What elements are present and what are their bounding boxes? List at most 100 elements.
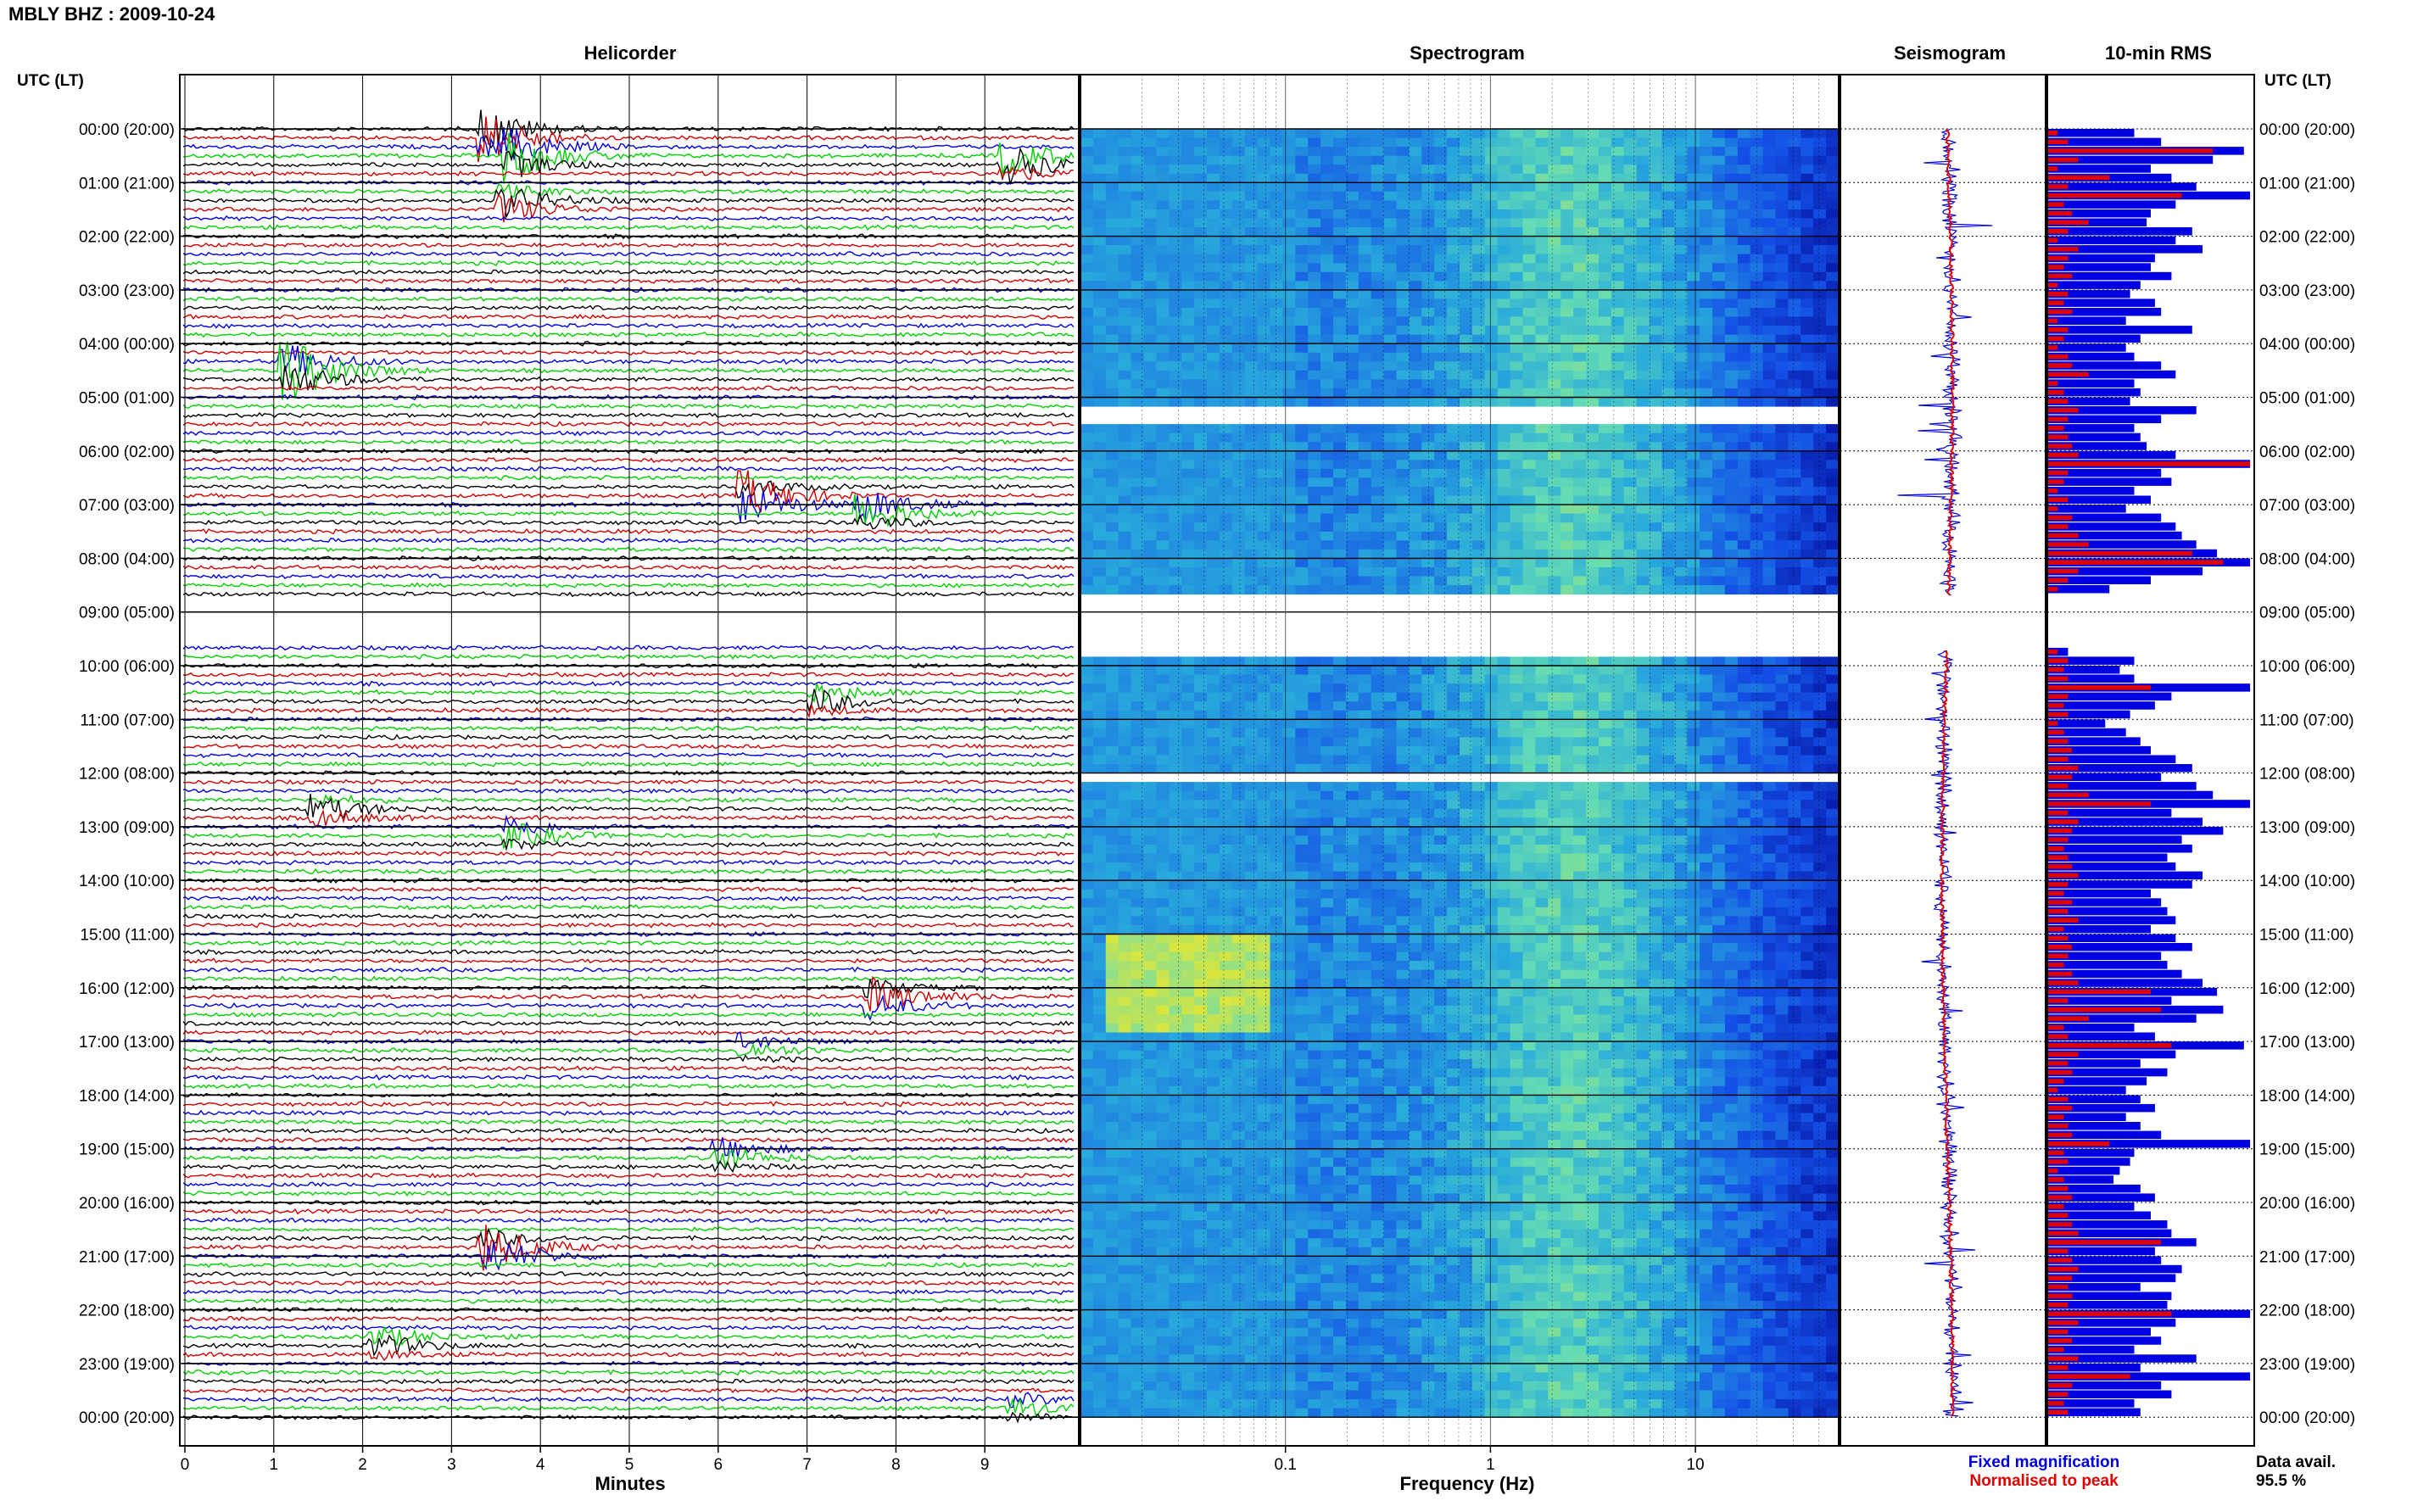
spectrogram-cell: [1282, 200, 1296, 210]
spectrogram-cell: [1687, 585, 1700, 595]
spectrogram-cell: [1611, 898, 1625, 908]
spectrogram-cell: [1813, 951, 1827, 962]
spectrogram-cell: [1611, 308, 1625, 318]
spectrogram-cell: [1471, 674, 1486, 684]
spectrogram-cell: [1674, 826, 1688, 836]
spectrogram-cell: [1181, 549, 1195, 559]
spectrogram-cell: [1295, 683, 1309, 694]
spectrogram-cell: [1712, 790, 1726, 801]
spectrogram-cell: [1535, 495, 1549, 505]
spectrogram-cell: [1345, 800, 1360, 810]
spectrogram-cell: [1308, 155, 1321, 165]
spectrogram-cell: [1586, 853, 1600, 863]
spectrogram-cell: [1219, 701, 1233, 711]
spectrogram-cell: [1801, 835, 1814, 845]
spectrogram-cell: [1409, 898, 1422, 908]
spectrogram-cell: [1207, 889, 1220, 899]
spectrogram-cell: [1244, 540, 1259, 550]
spectrogram-cell: [1345, 227, 1360, 237]
spectrogram-cell: [1447, 173, 1460, 183]
spectrogram-cell: [1308, 862, 1321, 873]
spectrogram-cell: [1219, 710, 1233, 720]
spectrogram-cell: [1700, 379, 1713, 389]
spectrogram-cell: [1131, 549, 1145, 559]
spectrogram-cell: [1522, 728, 1536, 738]
spectrogram-cell: [1181, 566, 1195, 577]
spectrogram-cell: [1826, 468, 1840, 478]
spectrogram-cell: [1447, 298, 1460, 309]
spectrogram-cell: [1598, 674, 1612, 684]
spectrogram-cell: [1371, 505, 1385, 515]
spectrogram-cell: [1308, 656, 1321, 667]
spectrogram-cell: [1308, 907, 1321, 917]
spectrogram-cell: [1826, 737, 1840, 747]
spectrogram-cell: [1181, 782, 1195, 792]
spectrogram-cell: [1080, 880, 1094, 890]
spectrogram-cell: [1561, 173, 1574, 183]
spectrogram-cell: [1244, 531, 1259, 541]
spectrogram-cell: [1421, 308, 1435, 318]
spectrogram-cell: [1649, 137, 1662, 148]
spectrogram-cell: [1169, 495, 1182, 505]
spectrogram-cell: [1320, 943, 1334, 953]
spectrogram-cell: [1535, 379, 1549, 389]
spectrogram-cell: [1737, 862, 1751, 873]
spectrogram-cell: [1586, 182, 1600, 192]
spectrogram-cell: [1801, 907, 1814, 917]
spectrogram-cell: [1257, 961, 1271, 971]
spectrogram-cell: [1156, 308, 1170, 318]
spectrogram-cell: [1118, 710, 1132, 720]
spectrogram-cell: [1231, 764, 1246, 774]
spectrogram-cell: [1131, 800, 1145, 810]
spectrogram-cell: [1207, 898, 1220, 908]
spectrogram-cell: [1611, 245, 1625, 255]
spectrogram-cell: [1586, 558, 1600, 568]
spectrogram-cell: [1434, 907, 1448, 917]
spectrogram-cell: [1181, 808, 1195, 818]
spectrogram-cell: [1421, 916, 1435, 926]
spectrogram-cell: [1598, 147, 1612, 157]
spectrogram-cell: [1586, 916, 1600, 926]
spectrogram-cell: [1687, 200, 1700, 210]
spectrogram-cell: [1358, 254, 1372, 264]
spectrogram-cell: [1801, 522, 1814, 533]
spectrogram-cell: [1080, 477, 1094, 488]
spectrogram-cell: [1421, 782, 1435, 792]
spectrogram-cell: [1118, 432, 1132, 443]
spectrogram-cell: [1396, 540, 1410, 550]
spectrogram-cell: [1636, 191, 1650, 201]
spectrogram-cell: [1737, 656, 1751, 667]
spectrogram-cell: [1674, 782, 1688, 792]
spectrogram-cell: [1447, 549, 1460, 559]
spectrogram-cell: [1244, 745, 1259, 756]
spectrogram-cell: [1080, 898, 1094, 908]
spectrogram-cell: [1396, 397, 1410, 407]
spectrogram-cell: [1333, 326, 1347, 336]
spectrogram-cell: [1270, 710, 1283, 720]
spectrogram-cell: [1358, 424, 1372, 434]
spectrogram-cell: [1510, 790, 1524, 801]
spectrogram-cell: [1080, 674, 1094, 684]
spectrogram-cell: [1484, 308, 1499, 318]
spectrogram-cell: [1371, 871, 1385, 881]
spectrogram-cell: [1750, 326, 1764, 336]
spectrogram-cell: [1181, 522, 1195, 533]
spectrogram-cell: [1460, 666, 1473, 676]
spectrogram-cell: [1724, 281, 1739, 291]
spectrogram-cell: [1611, 531, 1625, 541]
spectrogram-cell: [1611, 666, 1625, 676]
spectrogram-cell: [1219, 326, 1233, 336]
spectrogram-cell: [1674, 745, 1688, 756]
spectrogram-cell: [1383, 764, 1398, 774]
spectrogram-cell: [1421, 576, 1435, 586]
spectrogram-cell: [1775, 397, 1789, 407]
spectrogram-cell: [1522, 558, 1536, 568]
spectrogram-cell: [1131, 450, 1145, 460]
spectrogram-cell: [1207, 298, 1220, 309]
spectrogram-cell: [1700, 370, 1713, 380]
spectrogram-cell: [1573, 674, 1587, 684]
spectrogram-cell: [1257, 487, 1271, 497]
spectrogram-cell: [1712, 281, 1726, 291]
spectrogram-cell: [1826, 701, 1840, 711]
spectrogram-cell: [1636, 871, 1650, 881]
